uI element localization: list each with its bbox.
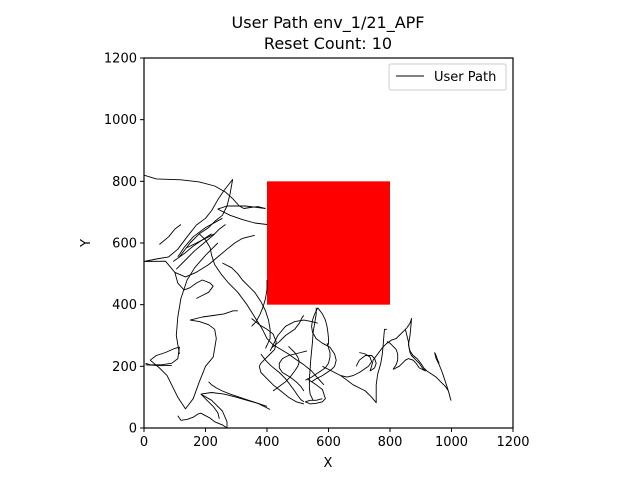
user-path-segment-32	[317, 307, 329, 345]
user-path-segment-10	[198, 233, 325, 386]
user-path-segment-14	[149, 319, 217, 410]
user-path-segment-31	[311, 307, 337, 383]
user-path-segment-26	[278, 350, 308, 392]
x-axis-label: X	[324, 456, 333, 471]
user-path-segment-3	[144, 179, 234, 262]
x-tick-label: 600	[316, 435, 341, 450]
user-path-segment-15	[175, 242, 219, 355]
y-axis: 0 200 400 600 800 1000 1200	[104, 52, 144, 437]
legend-box	[388, 63, 507, 91]
chart-subtitle: Reset Count: 10	[264, 34, 392, 53]
y-tick-label: 1200	[104, 52, 137, 67]
x-tick-label: 400	[255, 435, 280, 450]
y-tick-label: 200	[112, 360, 137, 375]
x-tick-label: 800	[378, 435, 403, 450]
user-path-segment-16	[189, 310, 238, 321]
x-tick-label: 1200	[496, 435, 529, 450]
x-axis: 0 200 400 600 800 1000 1200	[140, 428, 530, 450]
user-path-segment-27	[269, 319, 318, 352]
user-path-segment-5	[174, 272, 214, 299]
user-path-segment-40	[386, 341, 399, 370]
legend-label-user-path: User Path	[434, 70, 496, 85]
user-path-segment-39	[406, 318, 428, 372]
legend: User Path	[388, 63, 507, 91]
user-path-segment-25	[272, 345, 300, 392]
user-path-segment-29	[304, 378, 326, 405]
user-path-segment-9	[172, 233, 212, 262]
user-path-segment-42	[434, 352, 440, 364]
user-path-segment-21	[222, 262, 271, 349]
user-path-segment-11	[177, 217, 223, 258]
user-path-segment-4	[144, 234, 255, 278]
y-tick-label: 1000	[104, 113, 137, 128]
y-tick-label: 0	[129, 422, 137, 437]
user-path-segment-35	[355, 355, 377, 372]
y-tick-label: 600	[112, 237, 137, 252]
x-tick-label: 200	[193, 435, 218, 450]
y-tick-label: 800	[112, 175, 137, 190]
chart-title: User Path env_1/21_APF	[232, 13, 425, 33]
user-path-segment-34	[322, 352, 373, 378]
user-path-segment-17	[177, 393, 228, 428]
user-path-segment-37	[369, 327, 408, 372]
user-path-segment-28	[260, 353, 305, 403]
user-path-segment-41	[426, 352, 452, 401]
y-tick-label: 400	[112, 298, 137, 313]
user-path-segment-18	[200, 393, 220, 419]
user-path-segment-6	[159, 224, 182, 245]
user-path-segment-24	[271, 315, 305, 349]
x-tick-label: 1000	[435, 435, 468, 450]
user-path-segment-36	[340, 328, 387, 404]
user-path-segment-13	[145, 364, 172, 367]
y-axis-label: Y	[79, 239, 94, 248]
user-path-segment-8	[175, 224, 226, 270]
obstacle-region	[267, 181, 390, 305]
x-tick-label: 0	[140, 435, 148, 450]
user-path-segment-20	[208, 381, 271, 410]
user-path-segment-23	[251, 318, 305, 405]
user-path-series	[144, 174, 452, 428]
user-path-segment-30	[305, 343, 331, 381]
user-path-segment-22	[251, 280, 268, 327]
user-path-segment-33	[308, 307, 317, 401]
